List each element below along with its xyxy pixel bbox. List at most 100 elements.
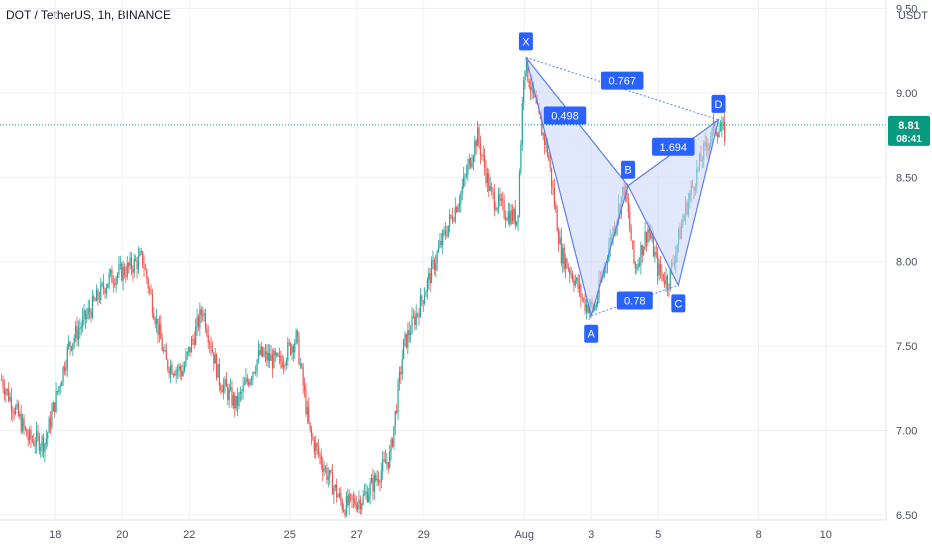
- x-tick-label: 27: [351, 529, 363, 541]
- candle-body: [654, 252, 656, 257]
- candle-body: [221, 389, 223, 393]
- candle-body: [162, 350, 165, 352]
- candle-body: [108, 273, 110, 284]
- candle-body: [28, 429, 31, 441]
- candle-body: [209, 342, 211, 344]
- candle-body: [171, 364, 173, 375]
- candle-body: [485, 167, 487, 184]
- candle-body: [38, 435, 40, 451]
- candle-body: [232, 394, 234, 406]
- candle-body: [436, 252, 438, 264]
- candle-body: [213, 352, 215, 364]
- candle-body: [581, 297, 583, 299]
- candle-body: [72, 343, 74, 350]
- candle-body: [312, 436, 314, 440]
- candle-body: [165, 350, 167, 360]
- candle-body: [87, 308, 89, 315]
- pattern-point-badge: [518, 32, 533, 51]
- candle-body: [299, 364, 301, 365]
- candle-body: [351, 495, 353, 500]
- candle-body: [587, 304, 589, 313]
- candle-body: [119, 263, 121, 266]
- candle-body: [658, 263, 660, 276]
- candle-body: [418, 313, 420, 318]
- candle-body: [370, 478, 373, 484]
- candle-body: [52, 402, 54, 412]
- candle-body: [336, 484, 338, 498]
- last-price-line: 8.81 08:41: [0, 115, 930, 146]
- candle-body: [405, 333, 408, 348]
- candle-body: [292, 346, 294, 353]
- candle-body: [369, 483, 371, 495]
- candle-body: [430, 261, 433, 284]
- candle-body: [255, 371, 257, 373]
- candle-body: [277, 353, 279, 357]
- ratio-label: 0.78: [624, 296, 645, 308]
- candle-body: [362, 495, 364, 504]
- pattern-ratio-line-BD: [627, 119, 719, 187]
- xabcd-pattern[interactable]: 0.498 0.767 1.694 0.78 X A B C D: [518, 32, 726, 343]
- candle-body: [460, 192, 462, 204]
- candle-body: [13, 412, 15, 414]
- candle-body: [330, 470, 332, 473]
- candle-body: [344, 511, 346, 516]
- candle-body: [570, 273, 572, 275]
- candle-body: [278, 355, 281, 357]
- candle-body: [102, 283, 105, 290]
- candle-body: [79, 328, 81, 330]
- candle-body: [26, 429, 28, 437]
- x-tick-label: 3: [588, 529, 594, 541]
- candle-body: [10, 397, 13, 411]
- candle-body: [301, 364, 303, 368]
- candle-body: [298, 336, 300, 365]
- candle-body: [496, 207, 498, 210]
- candle-body: [450, 214, 452, 217]
- candle-body: [331, 472, 334, 495]
- candle-body: [19, 414, 21, 416]
- candle-body: [506, 219, 508, 221]
- candle-body: [155, 318, 158, 324]
- candle-body: [433, 259, 435, 271]
- candle-body: [176, 369, 179, 371]
- candle-body: [47, 432, 49, 439]
- candle-body: [470, 158, 472, 168]
- candle-body: [6, 388, 8, 391]
- pattern-point-label: B: [624, 165, 631, 177]
- candle-body: [302, 367, 304, 386]
- pattern-point-badge: [711, 94, 726, 113]
- candles-layer: [1, 57, 726, 519]
- candle-body: [419, 295, 421, 318]
- candle-body: [168, 369, 170, 374]
- candle-body: [574, 280, 576, 286]
- candle-body: [239, 392, 241, 394]
- last-price-value: 8.81: [898, 120, 919, 132]
- candle-body: [135, 259, 137, 261]
- candle-body: [253, 372, 255, 374]
- candle-body: [652, 235, 655, 257]
- candle-body: [647, 229, 649, 243]
- ratio-label: 0.767: [608, 76, 636, 88]
- ratio-badge: [652, 137, 695, 156]
- candle-body: [41, 436, 43, 448]
- candle-body: [263, 353, 265, 357]
- pattern-point-label: A: [588, 329, 596, 341]
- candle-body: [542, 133, 544, 136]
- candle-body: [323, 468, 325, 472]
- candle-body: [95, 289, 98, 301]
- candle-body: [174, 374, 176, 376]
- candle-body: [133, 259, 135, 273]
- candle-body: [260, 346, 262, 355]
- candle-body: [458, 203, 461, 207]
- candle-body: [719, 129, 722, 132]
- candle-body: [724, 122, 726, 141]
- candle-body: [456, 207, 458, 212]
- candle-body: [559, 237, 561, 244]
- candle-body: [655, 252, 657, 255]
- candle-body: [107, 283, 109, 288]
- candle-body: [352, 498, 354, 500]
- candle-body: [401, 359, 403, 374]
- candle-body: [48, 418, 50, 433]
- candle-body: [206, 329, 208, 335]
- candle-body: [203, 313, 205, 316]
